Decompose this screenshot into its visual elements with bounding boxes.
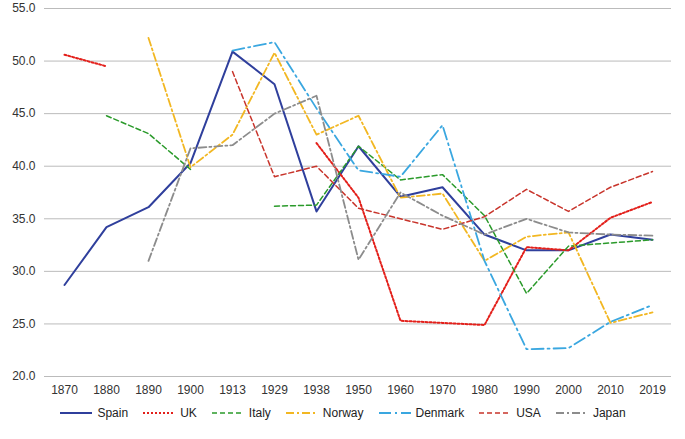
html-text:USA: USA bbox=[516, 406, 541, 420]
svg-text:1950: 1950 bbox=[345, 383, 372, 397]
svg-text:40.0: 40.0 bbox=[12, 159, 36, 173]
svg-text:1929: 1929 bbox=[261, 383, 288, 397]
svg-text:20.0: 20.0 bbox=[12, 369, 36, 383]
svg-text:1900: 1900 bbox=[177, 383, 204, 397]
svg-text:1890: 1890 bbox=[135, 383, 162, 397]
svg-text:1980: 1980 bbox=[471, 383, 498, 397]
svg-text:2019: 2019 bbox=[639, 383, 666, 397]
svg-text:30.0: 30.0 bbox=[12, 264, 36, 278]
svg-text:2000: 2000 bbox=[555, 383, 582, 397]
html-text:Spain: Spain bbox=[97, 406, 129, 420]
svg-text:1870: 1870 bbox=[51, 383, 78, 397]
html-text:Denmark: Denmark bbox=[415, 406, 465, 420]
svg-text:1990: 1990 bbox=[513, 383, 540, 397]
html-text:Italy: Italy bbox=[248, 406, 271, 420]
svg-text:45.0: 45.0 bbox=[12, 106, 36, 120]
svg-text:2010: 2010 bbox=[597, 383, 624, 397]
html-text:UK: UK bbox=[180, 406, 197, 420]
svg-text:55.0: 55.0 bbox=[12, 1, 36, 15]
svg-text:1913: 1913 bbox=[219, 383, 246, 397]
svg-text:50.0: 50.0 bbox=[12, 54, 36, 68]
svg-text:1880: 1880 bbox=[93, 383, 120, 397]
html-text:Japan: Japan bbox=[592, 406, 626, 420]
svg-text:1960: 1960 bbox=[387, 383, 414, 397]
html-text:Norway: Norway bbox=[322, 406, 364, 420]
svg-text:1970: 1970 bbox=[429, 383, 456, 397]
svg-text:1938: 1938 bbox=[303, 383, 330, 397]
svg-text:35.0: 35.0 bbox=[12, 212, 36, 226]
svg-text:25.0: 25.0 bbox=[12, 317, 36, 331]
